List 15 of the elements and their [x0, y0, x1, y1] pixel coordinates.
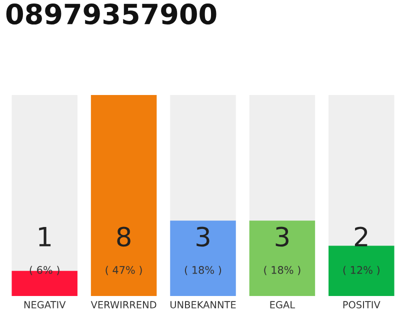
annotation: ( 12% )	[343, 266, 380, 276]
data-label: 3	[276, 226, 288, 247]
x-tick-label: EGAL	[270, 301, 296, 308]
data-label: 2	[354, 226, 368, 246]
data-label: 3	[196, 226, 210, 247]
x-tick-label: NEGATIV	[24, 301, 66, 308]
data-label: 8	[117, 226, 130, 247]
annotation: ( 18% )	[184, 266, 222, 276]
x-tick-label: UNBEKANNTE	[170, 301, 236, 308]
x-tick-label: VERWIRREND	[90, 301, 156, 308]
annotation: ( 47% )	[106, 266, 142, 276]
chart-title: 08979357900	[6, 3, 216, 24]
x-tick-label: POSITIV	[343, 301, 380, 308]
data-label: 1	[39, 227, 51, 246]
annotation: ( 18% )	[264, 266, 300, 276]
